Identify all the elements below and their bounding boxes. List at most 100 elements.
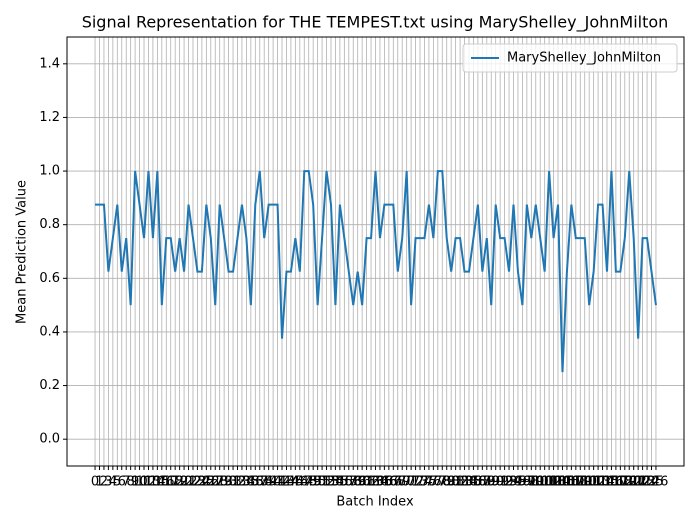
x-tick-label: 114 [590,475,615,490]
x-tick-label: 18 [167,475,184,490]
x-tick-label: 30 [220,475,237,490]
x-tick-label: 44 [283,475,300,490]
x-tick-label: 86 [470,475,487,490]
x-tick-label: 118 [608,475,633,490]
x-tick-label: 61 [358,475,375,490]
x-tick-label: 124 [635,475,660,490]
x-tick-label: 26 [203,475,220,490]
x-tick-label: 37 [251,475,268,490]
x-tick-label: 0 [91,475,99,490]
x-tick-label: 120 [617,475,642,490]
x-tick-label: 123 [630,475,655,490]
x-tick-label: 90 [487,475,504,490]
x-tick-label: 47 [296,475,313,490]
y-tick-label: 1.0 [39,164,60,179]
y-axis-label: Mean Prediction Value [15,180,30,324]
x-tick-label: 122 [626,475,651,490]
x-axis-label: Batch Index [336,495,414,510]
x-tick-label: 69 [394,475,411,490]
x-tick-label: 64 [372,475,389,490]
x-tick-label: 52 [318,475,335,490]
x-tick-label: 54 [327,475,344,490]
x-tick-label: 23 [189,475,206,490]
x-tick-label: 32 [229,475,246,490]
x-tick-label: 57 [341,475,358,490]
x-tick-label: 117 [603,475,628,490]
y-tick-label: 0.0 [39,432,60,447]
x-tick-label: 99 [527,475,544,490]
x-tick-label: 65 [376,475,393,490]
x-tick-label: 17 [162,475,179,490]
x-tick-label: 119 [612,475,637,490]
x-tick-label: 51 [314,475,331,490]
x-tick-label: 9 [131,475,139,490]
x-tick-label: 24 [194,475,211,490]
x-tick-label: 98 [523,475,540,490]
x-tick-label: 94 [505,475,522,490]
x-tick-label: 25 [198,475,215,490]
x-tick-label: 53 [323,475,340,490]
x-tick-label: 67 [385,475,402,490]
x-tick-label: 16 [158,475,175,490]
x-tick-label: 45 [287,475,304,490]
x-tick-label: 34 [238,475,255,490]
x-tick-label: 42 [274,475,291,490]
x-tick-label: 74 [416,475,433,490]
x-tick-label: 121 [621,475,646,490]
x-tick-label: 41 [269,475,286,490]
x-tick-label: 10 [131,475,148,490]
x-tick-label: 63 [367,475,384,490]
x-tick-label: 50 [309,475,326,490]
x-tick-label: 62 [363,475,380,490]
x-tick-label: 55 [332,475,349,490]
x-tick-label: 60 [354,475,371,490]
x-tick-label: 21 [180,475,197,490]
plot-frame [66,36,685,467]
x-tick-label: 91 [492,475,509,490]
x-tick-label: 80 [443,475,460,490]
x-tick-label: 105 [550,475,575,490]
x-tick-label: 110 [572,475,597,490]
x-tick-label: 70 [398,475,415,490]
x-tick-label: 22 [185,475,202,490]
x-tick-label: 84 [461,475,478,490]
x-tick-label: 77 [430,475,447,490]
x-tick-label: 36 [247,475,264,490]
x-tick-label: 33 [234,475,251,490]
x-tick-label: 46 [292,475,309,490]
x-tick-label: 72 [407,475,424,490]
x-tick-label: 97 [519,475,536,490]
x-tick-label: 126 [644,475,669,490]
x-tick-label: 101 [532,475,557,490]
chart-title: Signal Representation for THE TEMPEST.tx… [82,13,669,33]
x-tick-label: 43 [278,475,295,490]
x-tick-label: 19 [171,475,188,490]
x-tick-label: 79 [438,475,455,490]
x-tick-label: 106 [555,475,580,490]
x-tick-label: 87 [474,475,491,490]
x-tick-label: 81 [447,475,464,490]
x-tick-label: 109 [568,475,593,490]
x-tick-label: 78 [434,475,451,490]
x-tick-label: 92 [496,475,513,490]
x-tick-label: 100 [528,475,553,490]
x-tick-label: 96 [514,475,531,490]
x-tick-label: 6 [118,475,126,490]
x-tick-label: 58 [345,475,362,490]
legend-label: MaryShelley_JohnMilton [507,51,661,66]
x-tick-label: 125 [639,475,664,490]
x-tick-label: 38 [256,475,273,490]
x-tick-label: 75 [421,475,438,490]
x-tick-label: 59 [349,475,366,490]
x-tick-label: 95 [510,475,527,490]
x-tick-label: 89 [483,475,500,490]
y-tick-label: 1.4 [39,56,60,71]
x-tick-label: 40 [265,475,282,490]
x-tick-label: 7 [122,475,130,490]
x-tick-label: 8 [127,475,135,490]
x-tick-label: 56 [336,475,353,490]
x-tick-label: 76 [425,475,442,490]
x-tick-label: 102 [537,475,562,490]
x-tick-label: 85 [465,475,482,490]
